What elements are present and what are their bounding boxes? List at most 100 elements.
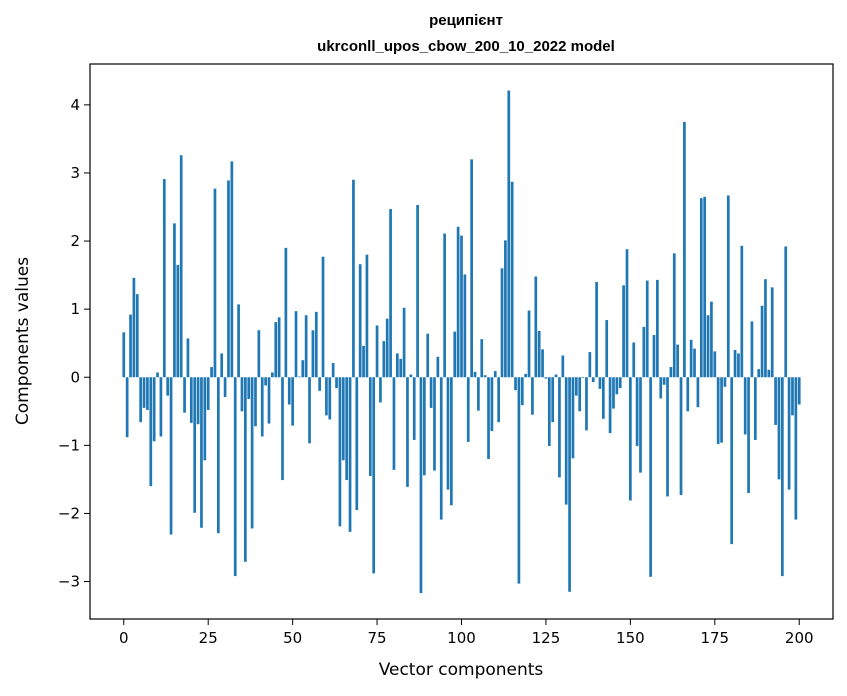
bar-component-167 [686,377,690,412]
bar-component-122 [534,276,538,378]
bar-component-191 [767,369,771,378]
bar-component-156 [649,377,652,577]
y-tick-label: 0 [70,368,80,386]
bar-component-125 [544,377,548,379]
bar-component-101 [463,274,467,378]
bar-component-16 [176,264,180,378]
bar-component-94 [439,377,443,520]
bar-component-15 [173,223,176,378]
bar-component-60 [325,377,328,416]
bar-component-78 [385,318,389,378]
bar-component-41 [260,377,264,437]
bar-component-143 [605,320,609,378]
bar-component-103 [470,159,473,378]
bar-component-199 [794,377,798,520]
bar-component-176 [716,377,720,444]
bar-component-174 [710,301,713,378]
chart-title-line-2: ukrconll_upos_cbow_200_10_2022 model [317,38,615,55]
bar-component-168 [689,339,693,378]
bar-component-51 [294,311,298,378]
bar-component-172 [703,196,707,378]
bar-component-129 [558,377,561,478]
bar-component-126 [547,377,551,447]
y-tick-label: −1 [58,436,80,454]
bar-component-42 [264,377,267,386]
bar-component-160 [662,377,666,385]
bar-component-34 [237,304,240,378]
bar-component-158 [656,279,659,378]
bar-component-23 [200,377,203,528]
bar-component-116 [514,377,517,391]
bar-component-11 [159,377,163,437]
x-tick-label: 125 [532,629,561,647]
bar-component-49 [287,377,291,405]
bar-component-171 [699,198,703,378]
bar-component-90 [426,333,430,378]
bar-component-194 [777,377,781,480]
bar-component-4 [135,294,139,378]
bar-component-38 [250,377,254,529]
bar-component-87 [416,204,419,378]
x-tick-label: 150 [616,629,645,647]
bar-component-54 [304,315,308,378]
bar-component-33 [233,377,237,577]
bar-component-136 [581,377,585,378]
bar-component-177 [720,377,723,443]
x-tick-label: 0 [119,629,129,647]
bar-component-193 [774,377,777,425]
bar-component-69 [355,377,359,511]
bar-component-161 [666,377,669,497]
bar-component-173 [706,315,710,378]
bar-component-32 [230,161,234,378]
x-tick-label: 200 [785,629,814,647]
bar-component-68 [352,179,355,378]
x-tick-label: 75 [368,629,387,647]
bar-component-48 [284,247,288,378]
bar-component-109 [490,377,494,432]
bar-component-84 [406,377,409,487]
bar-component-45 [274,322,278,378]
bar-component-138 [588,352,592,378]
bar-component-9 [152,377,156,442]
bar-component-182 [737,353,740,378]
bar-component-22 [196,377,200,425]
bar-component-66 [345,377,349,481]
y-tick-label: 2 [70,232,80,250]
bar-component-65 [341,377,345,461]
bar-component-30 [223,377,227,397]
bar-component-140 [595,281,598,378]
x-tick-label: 100 [447,629,476,647]
bar-component-96 [446,377,450,490]
bar-component-72 [365,254,369,378]
bar-component-112 [500,268,504,378]
bar-component-95 [443,233,446,378]
bar-component-148 [622,285,625,378]
bar-component-180 [730,377,734,545]
bar-component-123 [537,330,541,378]
bar-component-58 [318,377,321,391]
bar-component-115 [510,181,514,378]
bar-component-63 [335,377,338,389]
y-axis-ticks: −3 −2 −1 0 1 2 3 4 [58,96,90,591]
bar-component-77 [382,341,386,378]
bar-component-79 [389,209,392,378]
bar-component-56 [311,330,315,378]
bar-component-151 [632,342,636,378]
bar-component-128 [554,374,558,378]
bar-component-114 [507,90,511,378]
bar-component-146 [615,377,619,395]
bar-component-20 [189,377,193,423]
bar-component-57 [314,311,318,378]
bar-component-187 [753,377,757,440]
bar-component-62 [331,362,335,378]
x-axis-label: Vector components [379,660,544,680]
bar-component-166 [683,121,686,378]
bar-component-24 [203,377,207,461]
bar-component-152 [635,377,639,447]
bar-component-21 [193,377,197,513]
bar-component-71 [362,345,365,378]
bar-component-86 [412,377,416,440]
bar-component-80 [392,377,396,470]
bar-component-195 [780,377,784,577]
bar-component-163 [672,253,676,378]
